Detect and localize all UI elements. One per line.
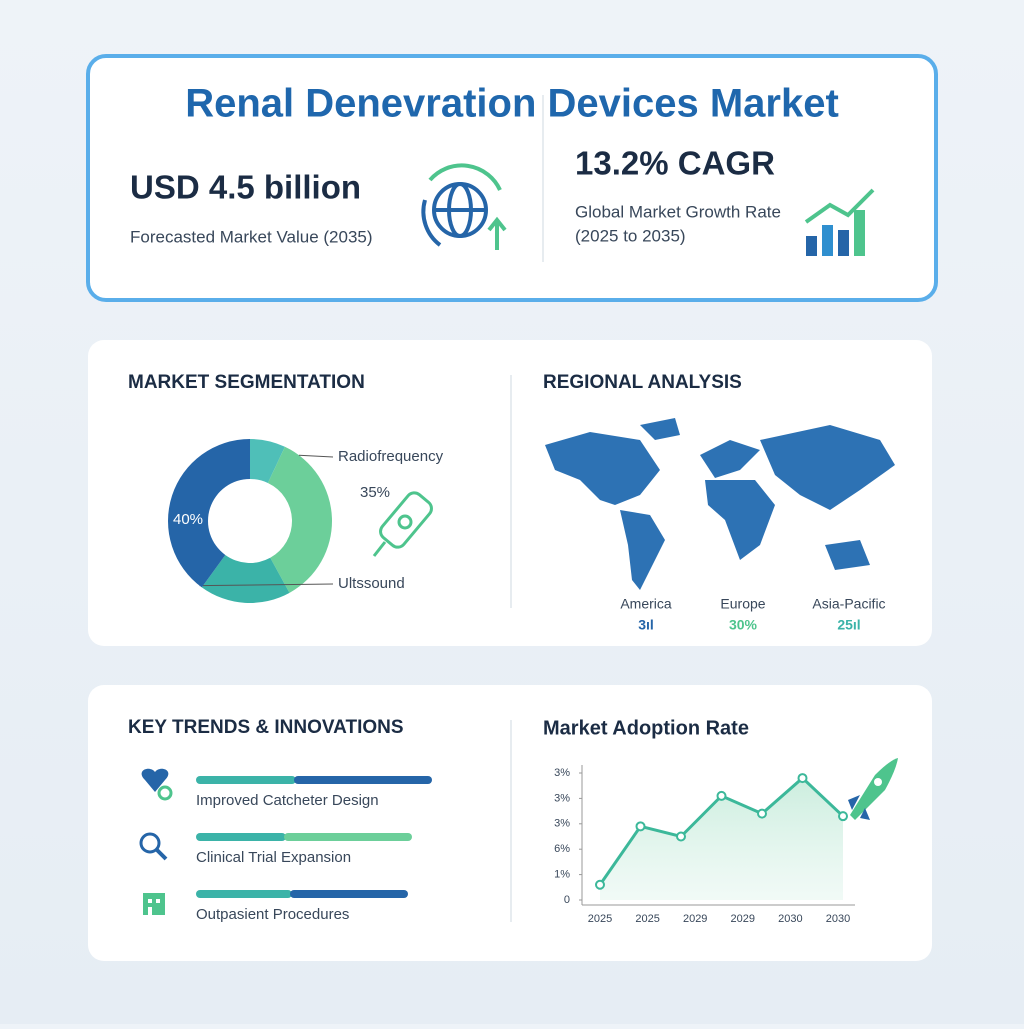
point	[838, 811, 848, 822]
region-name: America	[620, 596, 672, 612]
leader-line	[199, 583, 334, 587]
point	[757, 808, 767, 819]
x-tick-label: 2025	[635, 913, 659, 925]
section-title: REGIONAL ANALYSIS	[543, 372, 742, 393]
y-tick-label: 6%	[554, 843, 570, 855]
value-label: 40%	[173, 511, 203, 528]
y-tick-label: 0	[564, 894, 570, 906]
caption: Global Market Growth Rate	[575, 202, 781, 221]
area	[600, 778, 843, 900]
trend-label: Clinical Trial Expansion	[196, 849, 351, 866]
section-title: KEY TRENDS & INNOVATIONS	[128, 717, 404, 738]
trend-label: Outpasient Procedures	[196, 906, 349, 923]
point	[797, 773, 808, 784]
x-tick-label: 2030	[778, 913, 802, 925]
chart-title: Market Adoption Rate	[543, 717, 749, 739]
trend-label: Improved Catcheter Design	[196, 792, 379, 809]
point	[595, 879, 605, 890]
region-share: 30%	[729, 617, 758, 633]
leader-line	[298, 454, 334, 458]
x-tick-label: 2029	[731, 913, 755, 925]
caption: (2025 to 2035)	[575, 226, 686, 245]
x-tick-label: 2029	[683, 913, 707, 925]
device-icon	[372, 491, 433, 557]
donut-segment	[250, 439, 285, 483]
point	[635, 821, 646, 832]
rocket-icon	[848, 758, 898, 820]
y-tick-label: 3%	[554, 767, 570, 779]
cagr: 13.2% CAGR	[575, 145, 775, 182]
region-share: 25ıl	[837, 617, 860, 633]
growth-icon	[804, 188, 875, 256]
region-share: 3ıl	[638, 617, 654, 633]
trend-icons	[139, 768, 173, 915]
value-label: 35%	[360, 484, 390, 501]
donut-segment	[167, 439, 250, 588]
y-tick-label: 1%	[554, 869, 570, 881]
globe-icon	[421, 163, 507, 250]
region-name: Europe	[720, 596, 765, 612]
section-title: MARKET SEGMENTATION	[128, 372, 365, 393]
donut-segment	[267, 446, 332, 593]
value: USD 4.5 billion	[130, 169, 361, 206]
point	[676, 831, 686, 842]
x-tick-label: 2025	[588, 913, 612, 925]
y-tick-label: 3%	[554, 818, 570, 830]
donut-segment	[201, 554, 290, 604]
y-tick-label: 3%	[554, 792, 570, 804]
progress-bars	[196, 776, 432, 898]
point	[716, 790, 727, 801]
caption: Forecasted Market Value (2035)	[130, 227, 373, 246]
header-card	[86, 54, 938, 302]
category-label: Radiofrequency	[338, 448, 444, 465]
world-map	[545, 418, 895, 590]
region-name: Asia-Pacific	[812, 596, 885, 612]
title: Renal Denevration Devices Market	[185, 82, 839, 126]
category-label: Ultssound	[338, 575, 405, 592]
x-tick-label: 2030	[826, 913, 850, 925]
